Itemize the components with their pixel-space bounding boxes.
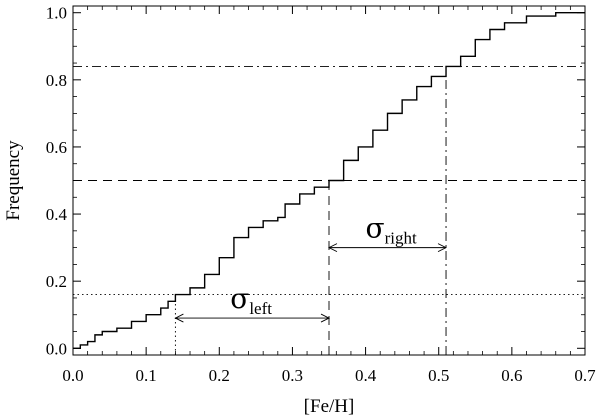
x-tick-label: 0.4 [355, 366, 377, 385]
axes: 0.0 0.1 0.2 0.3 0.4 0.5 0.6 0.7 0.0 0.2 0.4 0.6 0.8 1… [46, 4, 596, 385]
y-tick-label: 0.4 [46, 205, 68, 224]
y-tick-label: 1.0 [46, 4, 67, 23]
x-tick-label: 0.2 [209, 366, 230, 385]
arrowhead-left [327, 243, 338, 253]
sigma-arrows [174, 243, 448, 323]
reference-lines [73, 65, 585, 355]
arrowhead-right [437, 243, 448, 253]
y-tick-label: 0.0 [46, 339, 67, 358]
arrowhead-left [174, 313, 184, 323]
sigma-right-label: σright [366, 212, 418, 248]
y-tick-label: 0.6 [46, 138, 67, 157]
x-tick-label: 0.0 [62, 366, 83, 385]
cdf-series-line [73, 12, 585, 349]
sigma-labels: σleft σright [230, 212, 417, 318]
x-tick-label: 0.3 [282, 366, 303, 385]
x-axis-label: [Fe/H] [304, 396, 355, 417]
sigma-left-label: σleft [230, 282, 272, 318]
y-tick-label: 0.8 [46, 71, 67, 90]
x-tick-label: 0.7 [574, 366, 596, 385]
y-axis-label: Frequency [3, 140, 24, 221]
x-tick-label: 0.1 [136, 366, 157, 385]
x-tick-label: 0.6 [501, 366, 522, 385]
y-tick-label: 0.2 [46, 272, 67, 291]
arrowhead-right [320, 313, 331, 323]
x-tick-label: 0.5 [428, 366, 449, 385]
